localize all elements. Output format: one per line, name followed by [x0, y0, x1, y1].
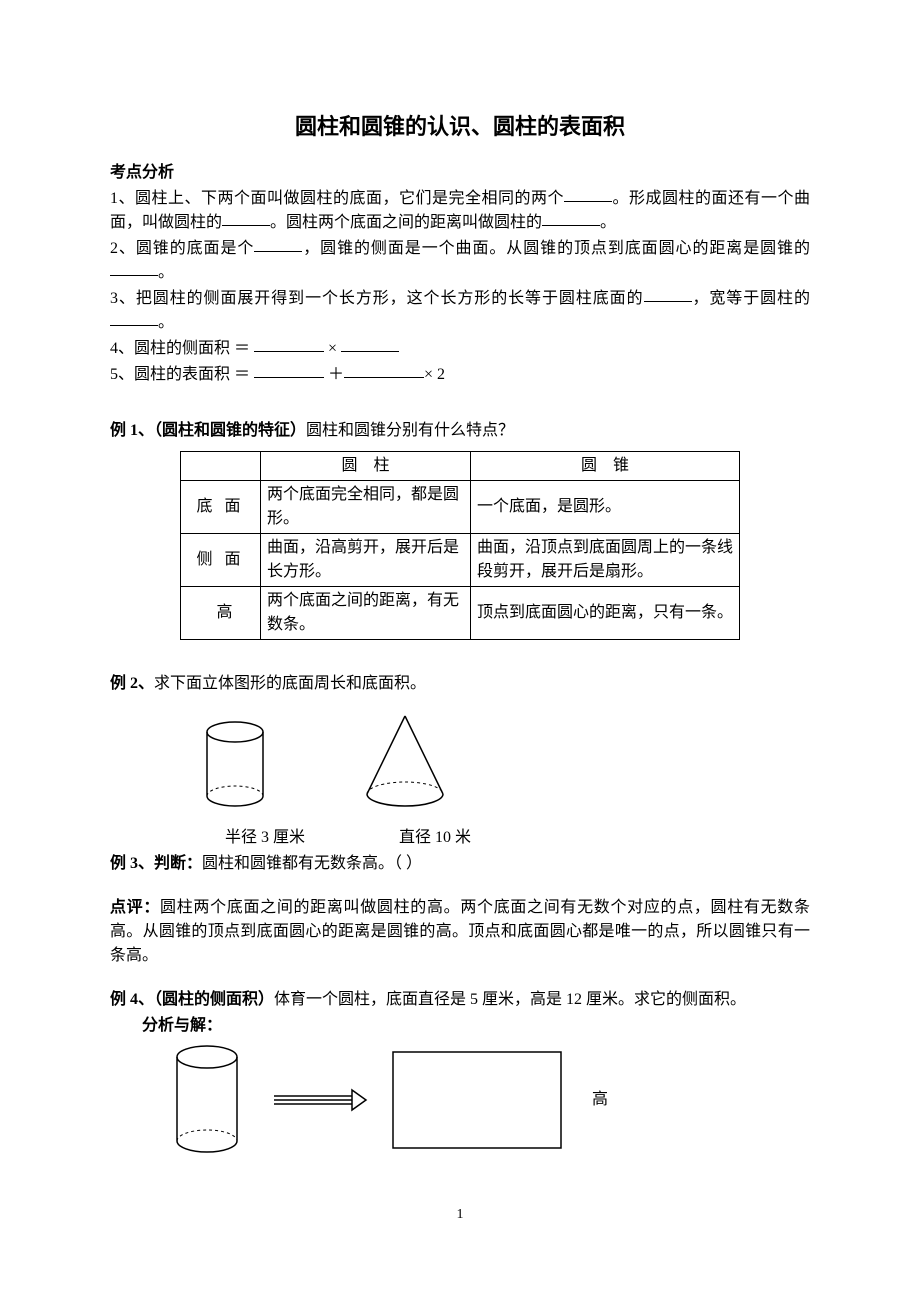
text: 1、圆柱上、下两个面叫做圆柱的底面，它们是完全相同的两个 [110, 190, 564, 207]
table-header-cylinder: 圆 柱 [261, 452, 471, 481]
example-3-label: 例 3、判断： [110, 855, 202, 872]
text: 。 [158, 264, 174, 281]
blank [110, 260, 158, 276]
comment-paragraph: 点评：圆柱两个底面之间的距离叫做圆柱的高。两个底面之间有无数个对应的点，圆柱有无… [110, 896, 810, 968]
figures-row [200, 710, 810, 818]
row-label: 底面 [181, 481, 261, 534]
caption-cylinder: 半径 3 厘米 [200, 826, 330, 850]
analysis-heading: 考点分析 [110, 161, 810, 185]
figure-captions: 半径 3 厘米 直径 10 米 [200, 826, 810, 850]
text: 3、把圆柱的侧面展开得到一个长方形，这个长方形的长等于圆柱底面的 [110, 290, 644, 307]
cone-icon [360, 710, 450, 810]
blank [254, 362, 324, 378]
table-row: 高 两个底面之间的距离，有无数条。 顶点到底面圆心的距离，只有一条。 [181, 587, 740, 640]
text: ，宽等于圆柱的 [692, 290, 810, 307]
example-1-question: 圆柱和圆锥分别有什么特点？ [306, 422, 514, 439]
example-3: 例 3、判断：圆柱和圆锥都有无数条高。（ ） [110, 852, 810, 876]
features-table: 圆 柱 圆 锥 底面 两个底面完全相同，都是圆形。 一个底面，是圆形。 侧面 曲… [180, 451, 740, 640]
page-title: 圆柱和圆锥的认识、圆柱的表面积 [110, 110, 810, 143]
analysis-item-4: 4、圆柱的侧面积 ＝ × [110, 337, 810, 361]
example-4-subhead: 分析与解： [142, 1017, 222, 1034]
cell-cone: 曲面，沿顶点到底面圆周上的一条线段剪开，展开后是扇形。 [471, 534, 740, 587]
page-number: 1 [110, 1204, 810, 1225]
example-4-sub: 分析与解： [110, 1014, 810, 1038]
example-2-label: 例 2、 [110, 675, 154, 692]
text: 。圆柱两个底面之间的距离叫做圆柱的 [270, 214, 542, 231]
arrow-right-icon [268, 1088, 368, 1112]
row-label: 高 [181, 587, 261, 640]
caption-cone: 直径 10 米 [370, 826, 500, 850]
table-header-row: 圆 柱 圆 锥 [181, 452, 740, 481]
text: ＋ [324, 366, 344, 383]
table-row: 底面 两个底面完全相同，都是圆形。 一个底面，是圆形。 [181, 481, 740, 534]
text: 。 [158, 314, 174, 331]
blank [110, 310, 158, 326]
text: 5、圆柱的表面积 ＝ [110, 366, 254, 383]
cell-cone: 顶点到底面圆心的距离，只有一条。 [471, 587, 740, 640]
comment-label: 点评： [110, 899, 160, 916]
example-4-label: 例 4、（圆柱的侧面积） [110, 991, 274, 1008]
unfold-diagram: 高 [170, 1044, 810, 1156]
cone-figure [360, 710, 450, 818]
example-2: 例 2、求下面立体图形的底面周长和底面积。 [110, 672, 810, 696]
cell-cone: 一个底面，是圆形。 [471, 481, 740, 534]
example-1-label: 例 1、（圆柱和圆锥的特征） [110, 422, 306, 439]
blank [254, 336, 324, 352]
row-label: 侧面 [181, 534, 261, 587]
analysis-item-3: 3、把圆柱的侧面展开得到一个长方形，这个长方形的长等于圆柱底面的 ，宽等于圆柱的。 [110, 287, 810, 335]
blank [644, 286, 692, 302]
blank [564, 186, 612, 202]
example-3-question: 圆柱和圆锥都有无数条高。（ ） [202, 855, 422, 872]
analysis-item-1: 1、圆柱上、下两个面叫做圆柱的底面，它们是完全相同的两个。形成圆柱的面还有一个曲… [110, 187, 810, 235]
example-4-question: 体育一个圆柱，底面直径是 5 厘米，高是 12 厘米。求它的侧面积。 [274, 991, 746, 1008]
cylinder-icon [200, 720, 270, 810]
blank [254, 236, 302, 252]
analysis-item-5: 5、圆柱的表面积 ＝ ＋ × 2 [110, 363, 810, 387]
text: 4、圆柱的侧面积 ＝ [110, 340, 254, 357]
comment-text: 圆柱两个底面之间的距离叫做圆柱的高。两个底面之间有无数个对应的点，圆柱有无数条高… [110, 899, 810, 964]
cell-cylinder: 两个底面之间的距离，有无数条。 [261, 587, 471, 640]
blank [341, 336, 399, 352]
cylinder-diagram-icon [170, 1044, 244, 1156]
cell-cylinder: 曲面，沿高剪开，展开后是长方形。 [261, 534, 471, 587]
blank [344, 362, 424, 378]
table-row: 侧面 曲面，沿高剪开，展开后是长方形。 曲面，沿顶点到底面圆周上的一条线段剪开，… [181, 534, 740, 587]
example-2-question: 求下面立体图形的底面周长和底面积。 [154, 675, 426, 692]
example-4: 例 4、（圆柱的侧面积）体育一个圆柱，底面直径是 5 厘米，高是 12 厘米。求… [110, 988, 810, 1012]
text: × [324, 340, 341, 357]
text: × 2 [424, 366, 445, 383]
example-1: 例 1、（圆柱和圆锥的特征）圆柱和圆锥分别有什么特点？ [110, 419, 810, 443]
text: 。 [600, 214, 616, 231]
text: 2、圆锥的底面是个 [110, 240, 254, 257]
cell-cylinder: 两个底面完全相同，都是圆形。 [261, 481, 471, 534]
text: ，圆锥的侧面是一个曲面。从圆锥的顶点到底面圆心的距离是圆锥的 [302, 240, 810, 257]
cylinder-figure [200, 720, 270, 818]
blank [222, 210, 270, 226]
table-header-empty [181, 452, 261, 481]
rectangle-icon [392, 1051, 562, 1149]
rectangle-height-label: 高 [592, 1088, 608, 1112]
table-header-cone: 圆 锥 [471, 452, 740, 481]
analysis-item-2: 2、圆锥的底面是个 ，圆锥的侧面是一个曲面。从圆锥的顶点到底面圆心的距离是圆锥的。 [110, 237, 810, 285]
blank [542, 210, 600, 226]
